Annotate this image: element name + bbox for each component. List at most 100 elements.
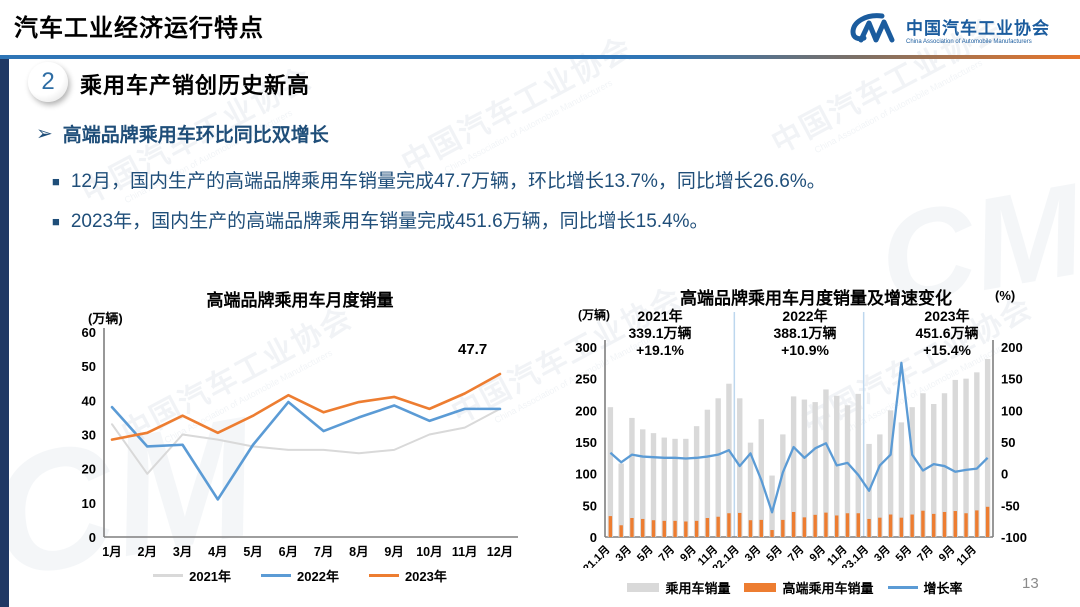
legend-label: 2021年 <box>189 569 232 584</box>
section-number: 2 <box>41 68 55 95</box>
legend-item-growth-rate: 增长率 <box>887 578 963 597</box>
svg-text:7月: 7月 <box>656 543 677 564</box>
svg-text:9月: 9月 <box>384 545 403 559</box>
caam-logo-icon <box>850 13 895 43</box>
svg-text:0: 0 <box>1001 467 1008 482</box>
svg-text:150: 150 <box>1001 372 1023 387</box>
left-chart-title: 高端品牌乘用车月度销量 <box>206 291 394 310</box>
svg-text:20: 20 <box>82 462 96 477</box>
svg-text:7月: 7月 <box>915 543 936 564</box>
line-series-2022年 <box>110 400 502 501</box>
logo-name-cn: 中国汽车工业协会 <box>906 18 1050 38</box>
svg-text:0: 0 <box>590 530 597 545</box>
arrow-bullet-icon: ➢ <box>36 123 53 145</box>
year-annotation-2022: 2022年 388.1万辆 +10.9% <box>773 308 837 358</box>
legend-label: 乘用车销量 <box>665 581 731 596</box>
svg-text:-100: -100 <box>1001 530 1027 545</box>
svg-text:60: 60 <box>82 325 96 340</box>
svg-text:3月: 3月 <box>742 543 763 564</box>
year-separator-lines <box>733 312 865 537</box>
right-chart-unit-right: (%) <box>995 288 1016 303</box>
square-bullet-icon: ■ <box>52 214 60 229</box>
svg-text:12月: 12月 <box>487 545 513 559</box>
svg-text:5月: 5月 <box>764 543 785 564</box>
line-series-2023年 <box>110 372 502 441</box>
svg-text:200: 200 <box>1001 340 1023 355</box>
left-accent-bar <box>0 59 9 607</box>
svg-text:11月: 11月 <box>954 543 979 568</box>
left-chart-legend: 2021年 2022年 2023年 <box>60 566 540 585</box>
right-chart-legend: 乘用车销量 高端乘用车销量 增长率 <box>560 578 1030 597</box>
legend-line-swatch <box>887 586 918 589</box>
legend-label: 增长率 <box>923 581 963 596</box>
watermark: 中国汽车工业协会 China Association of Automobile … <box>396 31 639 181</box>
svg-text:30: 30 <box>82 428 96 443</box>
legend-label: 2022年 <box>297 569 339 584</box>
bars-passenger-sales <box>607 359 991 537</box>
legend-item-passenger-sales: 乘用车销量 <box>627 578 730 597</box>
svg-text:6月: 6月 <box>279 545 298 559</box>
svg-text:50: 50 <box>82 359 96 374</box>
svg-text:200: 200 <box>575 403 597 418</box>
left-chart-x-tick-labels: 1月 2月 3月 4月 5月 6月 7月 8月 9月 10月 11月 12月 <box>102 545 513 559</box>
svg-text:2021.1月: 2021.1月 <box>572 543 613 568</box>
svg-text:2月: 2月 <box>138 545 157 559</box>
header-divider <box>0 55 1080 59</box>
svg-text:3月: 3月 <box>173 545 192 559</box>
right-chart-left-tick-labels: 0 50 100 150 200 250 300 <box>575 340 597 545</box>
square-bullet-icon: ■ <box>52 174 60 189</box>
svg-text:9月: 9月 <box>807 543 828 564</box>
right-chart-title: 高端品牌乘用车月度销量及增速变化 <box>680 289 952 308</box>
year-annotation-2021: 2021年 339.1万辆 +19.1% <box>628 308 692 358</box>
svg-text:7月: 7月 <box>314 545 333 559</box>
svg-text:250: 250 <box>575 372 597 387</box>
svg-text:150: 150 <box>575 435 597 450</box>
svg-text:7月: 7月 <box>785 543 806 564</box>
legend-label: 高端乘用车销量 <box>782 581 874 596</box>
right-chart-axes <box>604 340 994 538</box>
bullet-item: ■ 12月，国内生产的高端品牌乘用车销量完成47.7万辆，环比增长13.7%，同… <box>52 170 1032 194</box>
svg-text:3月: 3月 <box>613 543 634 564</box>
section-number-badge: 2 <box>28 62 68 102</box>
svg-text:9月: 9月 <box>936 543 957 564</box>
legend-line-swatch <box>153 574 184 577</box>
legend-bar-swatch <box>744 583 777 592</box>
legend-line-swatch <box>368 574 399 577</box>
legend-item-2022: 2022年 <box>261 566 339 585</box>
logo-name-en: China Association of Automobile Manufact… <box>906 38 1032 45</box>
legend-item-2021: 2021年 <box>153 566 231 585</box>
bars-premium-sales <box>608 506 990 537</box>
left-chart-axes <box>103 328 518 538</box>
bullet-text: 12月，国内生产的高端品牌乘用车销量完成47.7万辆，环比增长13.7%，同比增… <box>70 171 826 192</box>
svg-text:100: 100 <box>1001 403 1023 418</box>
left-chart-y-tick-labels: 0 10 20 30 40 50 60 <box>82 325 96 545</box>
svg-text:3月: 3月 <box>871 543 892 564</box>
year-annotation-2023: 2023年 451.6万辆 +15.4% <box>915 308 979 358</box>
svg-text:8月: 8月 <box>349 545 368 559</box>
left-chart-unit-label: (万辆) <box>88 311 123 326</box>
page-title: 汽车工业经济运行特点 <box>14 15 264 42</box>
right-chart-unit-left: (万辆) <box>578 308 610 322</box>
svg-text:11月: 11月 <box>452 545 478 559</box>
right-chart-right-tick-labels: -100 -50 0 50 100 150 200 <box>1001 340 1027 545</box>
svg-text:1月: 1月 <box>102 545 121 559</box>
bullet-text: 2023年，国内生产的高端品牌乘用车销量完成451.6万辆，同比增长15.4%。 <box>70 211 709 232</box>
legend-bar-swatch <box>627 583 660 592</box>
svg-text:9月: 9月 <box>677 543 698 564</box>
svg-text:-50: -50 <box>1001 498 1020 513</box>
svg-text:50: 50 <box>583 498 597 513</box>
bullet-item: ■ 2023年，国内生产的高端品牌乘用车销量完成451.6万辆，同比增长15.4… <box>52 210 1032 234</box>
left-chart-annotation: 47.7 <box>458 341 488 358</box>
subsection-heading: ➢ 高端品牌乘用车环比同比双增长 <box>36 120 329 147</box>
svg-text:40: 40 <box>82 393 96 408</box>
legend-item-2023: 2023年 <box>368 566 447 585</box>
section-title: 乘用车产销创历史新高 <box>80 73 311 98</box>
svg-text:4月: 4月 <box>208 545 227 559</box>
subsection-text: 高端品牌乘用车环比同比双增长 <box>62 125 329 146</box>
legend-label: 2023年 <box>404 569 447 584</box>
svg-text:300: 300 <box>575 340 597 355</box>
svg-text:5月: 5月 <box>893 543 914 564</box>
svg-text:10: 10 <box>82 496 96 511</box>
